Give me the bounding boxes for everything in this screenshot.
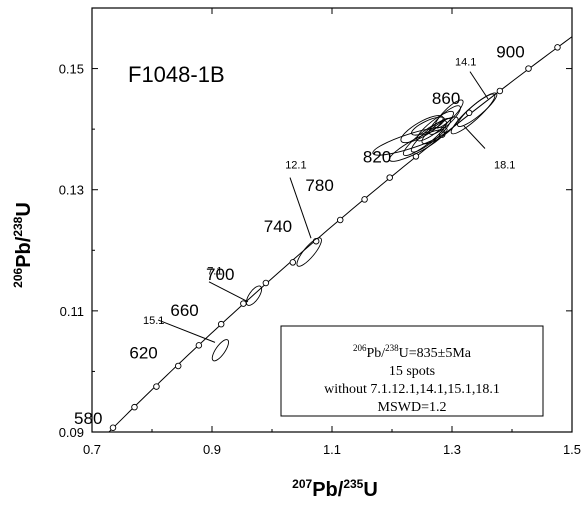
stats-age-end: U=835±5Ma [399,346,472,361]
concordia-age-label: 860 [432,89,460,108]
concordia-marker [217,320,225,328]
concordia-marker [195,342,203,349]
spot-label: 15.1 [143,315,164,327]
concordia-marker [289,259,297,266]
concordia-marker [174,362,182,370]
stats-line-age: 206Pb/238U=835±5Ma [353,343,472,361]
y-label-sup1: 206 [11,267,25,287]
error-ellipse [434,99,464,129]
leader-line [157,319,216,343]
annotations: 14.1 18.1 12.1 7.1 15.1 [143,57,515,343]
error-ellipses [211,92,498,362]
y-tick-label: 0.11 [60,304,84,319]
concordia-age-label: 820 [363,148,391,167]
concordia-marker [109,424,117,432]
concordia-marker [496,87,504,95]
axes: 0.7 0.9 1.1 1.3 1.5 0.09 0.11 0.13 0.15 [59,7,581,457]
concordia-age-label: 740 [264,217,292,236]
chart-title: F1048-1B [128,62,225,87]
spot-label: 12.1 [285,160,306,172]
y-label-main: Pb/ [13,236,35,268]
y-tick-label: 0.13 [59,183,84,198]
concordia-age-label: 620 [129,344,157,363]
error-ellipse [416,110,454,142]
x-label-sup2: 235 [343,477,363,491]
concordia-marker [131,403,138,411]
concordia-marker [240,300,247,307]
stats-line-mswd: MSWD=1.2 [378,400,447,415]
concordia-marker [262,279,270,287]
concordia-age-label: 660 [170,301,198,320]
stats-line-spots: 15 spots [389,364,435,379]
concordia-age-label: 700 [206,265,234,284]
x-tick-label: 1.1 [323,442,341,457]
stats-box-frame [280,325,544,417]
leader-line [208,281,249,303]
error-ellipse [245,285,263,306]
concordia-curve-group [108,36,572,432]
stats-age-sup1: 206 [353,343,367,353]
leader-line [463,125,486,149]
error-ellipse [411,116,445,136]
concordia-age-label: 780 [305,176,333,195]
concordia-marker [554,44,561,51]
spot-label: 14.1 [455,57,476,69]
x-axis-label: 207Pb/235U [292,477,378,501]
age-labels: 580 620 660 700 740 780 820 860 900 [74,43,525,429]
error-ellipse [211,339,229,362]
x-label-sup1: 207 [292,477,312,491]
stats-box: 206Pb/238U=835±5Ma 15 spots without 7.1.… [280,325,544,417]
error-ellipse [296,237,322,267]
x-label-end: U [363,479,377,501]
y-tick-label: 0.09 [59,425,84,440]
concordia-marker [386,174,393,181]
y-tick-label: 0.15 [59,62,84,77]
x-tick-label: 0.7 [83,442,101,457]
y-axis-label: 206Pb/238U [11,202,35,288]
stats-age-sup2: 238 [385,343,399,353]
leader-line [289,177,312,239]
stats-age-mid: Pb/ [366,346,385,361]
spot-label: 18.1 [494,160,515,172]
x-tick-label: 1.3 [443,442,461,457]
concordia-marker [336,216,344,224]
spot-label: 7.1 [207,266,222,278]
error-ellipse [457,92,498,127]
concordia-marker [361,196,368,203]
stats-line-exclusions: without 7.1.12.1,14.1,15.1,18.1 [324,382,500,397]
concordia-marker [153,383,160,390]
concordia-age-label: 900 [496,43,524,62]
x-label-main: Pb/ [312,479,344,501]
concordia-age-label: 580 [74,409,102,428]
x-tick-label: 0.9 [203,442,221,457]
y-label-sup2: 238 [11,216,25,236]
y-label-end: U [13,202,35,216]
error-ellipse [428,105,461,135]
concordia-marker [465,109,473,117]
error-ellipse [421,116,459,145]
x-tick-label: 1.5 [563,442,581,457]
leader-line [469,71,489,100]
concordia-marker [525,65,532,72]
